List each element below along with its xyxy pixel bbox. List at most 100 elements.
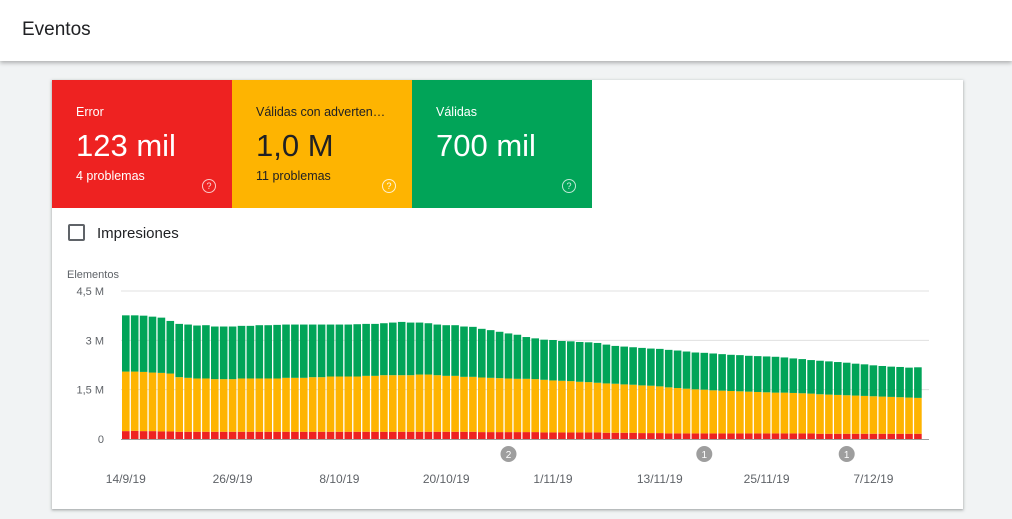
bar-segment <box>753 356 762 392</box>
bar-segment <box>193 378 201 432</box>
bar-segment <box>513 432 522 439</box>
bar-segment <box>202 431 210 439</box>
bar-segment <box>753 391 762 434</box>
bar-segment <box>122 431 130 439</box>
bar-segment <box>157 431 166 439</box>
bar-segment <box>371 323 379 376</box>
bar-segment <box>273 378 281 432</box>
bar-segment <box>896 433 904 439</box>
bar-segment <box>148 316 157 373</box>
bar-segment <box>638 433 646 439</box>
bar-segment <box>771 392 780 434</box>
impressions-checkbox[interactable] <box>68 224 85 241</box>
bar-segment <box>914 367 922 398</box>
bar-segment <box>540 379 548 433</box>
bar-segment <box>175 431 183 439</box>
bar-segment <box>878 365 887 397</box>
bar-segment <box>282 431 290 439</box>
x-tick-label: 7/12/19 <box>853 472 893 486</box>
annotation-count: 1 <box>844 450 850 461</box>
bar-segment <box>344 431 353 439</box>
bar-segment <box>362 375 370 432</box>
bar-segment <box>816 394 824 434</box>
bar-segment <box>567 341 575 382</box>
bar-segment <box>139 431 148 439</box>
bar-segment <box>495 432 504 439</box>
bar-segment <box>656 348 664 387</box>
bar-segment <box>228 431 237 439</box>
bar-segment <box>549 380 557 433</box>
bar-segment <box>460 431 468 439</box>
bar-segment <box>531 338 539 380</box>
bar-segment <box>629 384 637 433</box>
bar-segment <box>389 375 397 432</box>
bar-segment <box>727 354 735 391</box>
y-tick-label: 0 <box>98 434 104 446</box>
bar-segment <box>326 324 335 377</box>
bar-segment <box>326 376 335 432</box>
bar-segment <box>397 321 406 376</box>
bar-segment <box>219 379 228 432</box>
bar-segment <box>424 374 433 432</box>
bar-segment <box>664 387 673 434</box>
annotation-count: 1 <box>702 450 708 461</box>
annotation-marker <box>838 446 855 462</box>
bar-segment <box>202 378 210 432</box>
impressions-label: Impresiones <box>97 225 179 242</box>
tile-valid-with-warnings[interactable]: Válidas con adverten… 1,0 M 11 problemas… <box>232 80 412 208</box>
bar-segment <box>335 324 344 377</box>
bar-segment <box>335 376 344 432</box>
bar-segment <box>362 431 370 439</box>
bar-segment <box>860 433 869 439</box>
bar-segment <box>308 431 317 439</box>
bar-segment <box>540 339 548 380</box>
y-axis-label: Elementos <box>67 269 119 281</box>
bar-segment <box>736 355 744 392</box>
bar-segment <box>184 431 192 439</box>
bar-segment <box>353 431 361 439</box>
tile-subtitle: 4 problemas <box>76 169 145 183</box>
bar-segment <box>424 431 433 439</box>
bar-segment <box>753 433 762 439</box>
bar-segment <box>842 433 851 439</box>
bar-segment <box>549 432 557 439</box>
bar-segment <box>486 330 495 378</box>
bar-segment <box>246 378 255 432</box>
help-circle-icon[interactable]: ? <box>202 179 216 193</box>
annotations: 2 1 1 <box>500 446 855 462</box>
bar-segment <box>682 433 691 439</box>
bar-segment <box>842 395 851 434</box>
bar-segment <box>442 431 450 439</box>
bar-segment <box>130 371 139 431</box>
bar-segment <box>184 377 192 432</box>
bar-segment <box>513 334 522 379</box>
tile-error[interactable]: Error 123 mil 4 problemas ? <box>52 80 232 208</box>
help-circle-icon[interactable]: ? <box>562 179 576 193</box>
bar-segment <box>193 431 201 439</box>
bar-segment <box>219 326 228 380</box>
help-circle-icon[interactable]: ? <box>382 179 396 193</box>
bar-segment <box>575 432 584 439</box>
bar-segment <box>237 431 246 439</box>
bar-segment <box>504 333 513 379</box>
bar-segment <box>638 347 646 386</box>
bar-segment <box>148 431 157 439</box>
tile-valid[interactable]: Válidas 700 mil ? <box>412 80 592 208</box>
bar-segment <box>406 375 415 432</box>
tile-label: Error <box>76 105 104 119</box>
bar-segment <box>211 326 219 380</box>
bar-segment <box>878 396 887 434</box>
bar-segment <box>673 388 682 434</box>
bar-segment <box>389 322 397 376</box>
bar-segment <box>611 345 620 384</box>
bar-segment <box>789 392 798 434</box>
bar-segment <box>905 367 913 398</box>
bar-segment <box>282 324 290 378</box>
bar-segment <box>486 432 495 439</box>
bar-segment <box>656 386 664 434</box>
bar-segment <box>371 431 379 439</box>
bar-segment <box>273 324 281 379</box>
bar-segment <box>353 324 361 377</box>
bar-segment <box>602 344 611 384</box>
tile-value: 123 mil <box>76 128 176 163</box>
